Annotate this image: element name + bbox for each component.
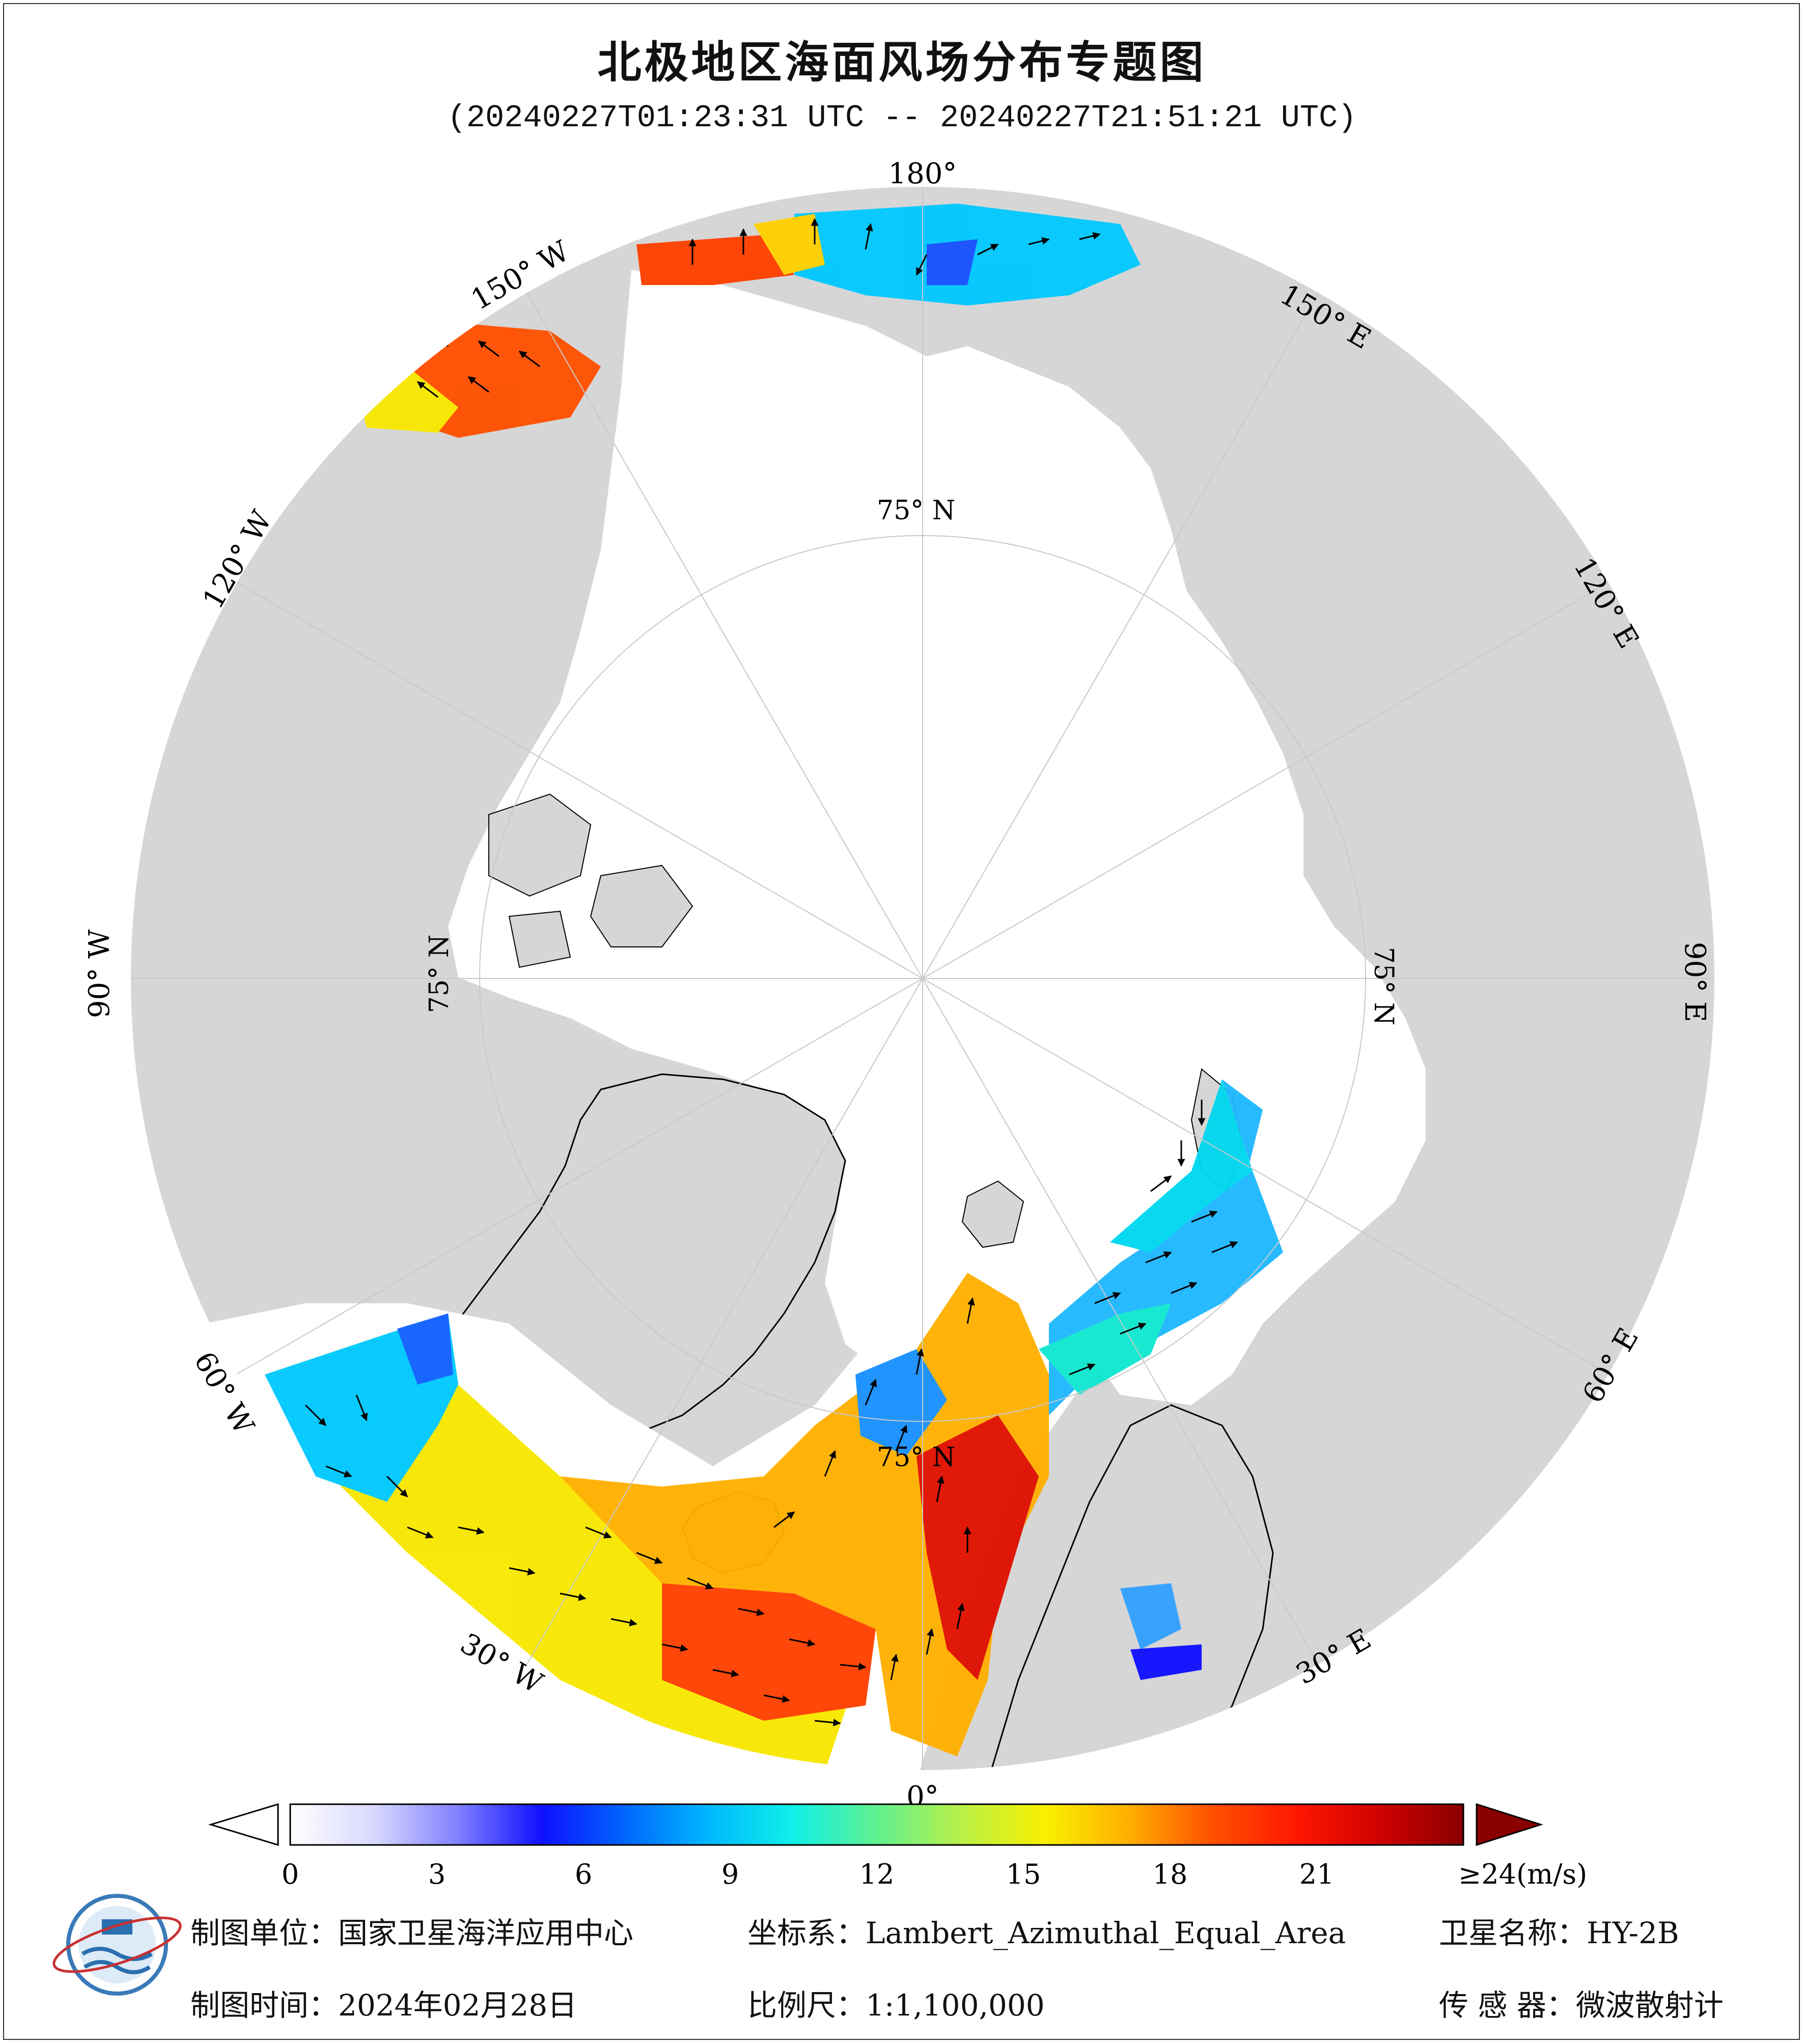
colorbar-tick-label: 12 bbox=[859, 1858, 895, 1890]
lon-label-90e: 90° E bbox=[1678, 942, 1711, 1022]
lat-label-75-top: 75° N bbox=[877, 495, 955, 526]
colorbar-tick-label: 0 bbox=[282, 1858, 299, 1890]
lat-label-75-bottom: 75° N bbox=[877, 1442, 955, 1473]
lon-label-90w: 90° W bbox=[83, 929, 116, 1018]
producer-label: 制图单位：国家卫星海洋应用中心 bbox=[190, 1916, 634, 1950]
map-scale: 比例尺：1:1,100,000 bbox=[747, 1988, 1045, 2023]
colorbar-tick-label: 3 bbox=[428, 1858, 446, 1890]
nsoas-logo bbox=[52, 1894, 182, 1996]
colorbar-min-extend bbox=[208, 1803, 279, 1846]
graticule bbox=[131, 187, 1714, 1770]
colorbar-tick-label: 9 bbox=[721, 1858, 739, 1890]
arctic-ocean bbox=[448, 270, 1426, 1405]
colorbar-ramp bbox=[289, 1803, 1464, 1846]
colorbar-tick-label: 15 bbox=[1006, 1858, 1041, 1890]
svalbard bbox=[961, 1180, 1024, 1248]
time-range: (20240227T01:23:31 UTC -- 20240227T21:51… bbox=[447, 100, 1357, 136]
lat-label-75-left: 75° N bbox=[424, 935, 455, 1013]
map-frame bbox=[3, 3, 1800, 2040]
wind-vectors bbox=[304, 218, 1238, 1727]
map-title: 北极地区海面风场分布专题图 bbox=[597, 37, 1207, 88]
lat-label-75-right: 75° N bbox=[1368, 947, 1399, 1025]
lon-label-180: 180° bbox=[889, 157, 957, 190]
canadian-islands bbox=[488, 793, 693, 968]
colorbar-ticks: 0 3 6 9 12 15 18 21 ≥24(m/s) bbox=[282, 1858, 1587, 1890]
colorbar-tick-label: ≥24(m/s) bbox=[1458, 1858, 1587, 1890]
satellite-name: 卫星名称：HY-2B bbox=[1439, 1916, 1679, 1950]
colorbar: 0 3 6 9 12 15 18 21 ≥24(m/s) bbox=[208, 1803, 1587, 1890]
production-date: 制图时间：2024年02月28日 bbox=[190, 1988, 577, 2023]
colorbar-tick-label: 18 bbox=[1153, 1858, 1188, 1890]
colorbar-tick-label: 21 bbox=[1299, 1858, 1335, 1890]
colorbar-tick-label: 6 bbox=[575, 1858, 592, 1890]
sensor-name: 传 感 器：微波散射计 bbox=[1439, 1988, 1724, 2023]
colorbar-max-extend bbox=[1476, 1803, 1543, 1846]
map-content bbox=[131, 187, 1714, 1770]
coordinate-system: 坐标系：Lambert_Azimuthal_Equal_Area bbox=[747, 1916, 1346, 1950]
